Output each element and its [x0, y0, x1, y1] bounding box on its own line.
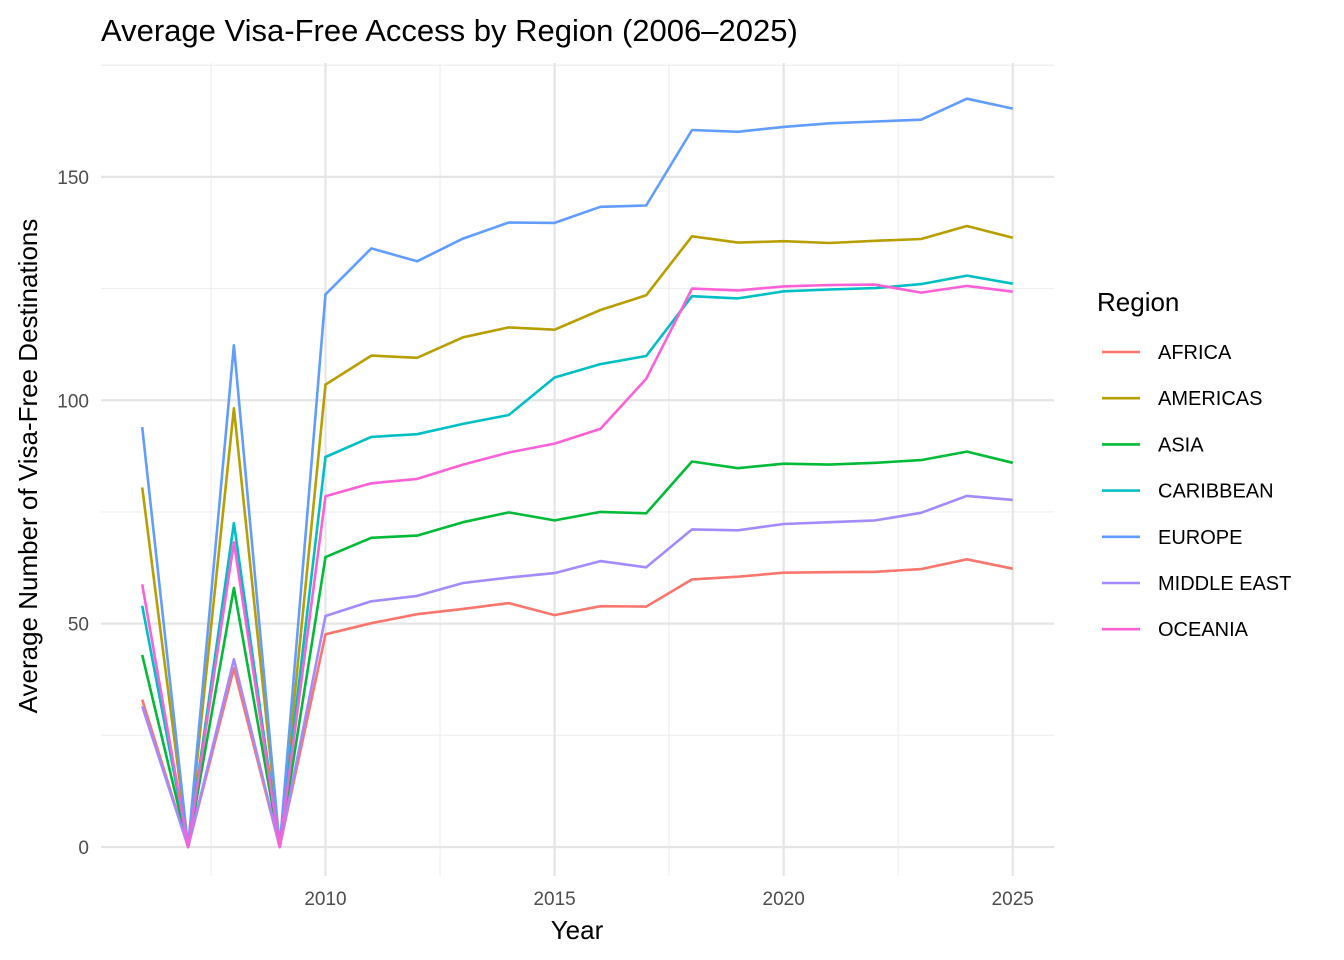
legend: Region AFRICA AMERICAS ASIA CARIBBEAN EUROPE…	[1097, 287, 1291, 641]
series-line-europe	[140, 97, 1014, 849]
x-tick-label: 2020	[763, 889, 805, 910]
series-lines	[140, 97, 1014, 849]
x-axis-title: Year	[551, 915, 604, 945]
legend-label-africa: AFRICA	[1158, 342, 1232, 364]
legend-title: Region	[1097, 287, 1179, 317]
x-tick-label: 2015	[533, 889, 575, 910]
x-tick-label: 2025	[992, 889, 1034, 910]
y-tick-label: 50	[68, 615, 89, 636]
y-tick-label: 0	[78, 838, 89, 859]
legend-label-asia: ASIA	[1158, 434, 1204, 456]
y-axis-title: Average Number of Visa-Free Destinations	[13, 219, 43, 714]
legend-label-europe: EUROPE	[1158, 527, 1242, 549]
legend-label-oceania: OCEANIA	[1158, 619, 1249, 641]
y-tick-label: 100	[57, 391, 89, 412]
legend-label-middle-east: MIDDLE EAST	[1158, 573, 1291, 595]
grid	[101, 63, 1054, 876]
y-axis-ticks: 0 50 100 150	[57, 168, 89, 859]
series-line-middle-east	[140, 494, 1013, 849]
series-line-americas	[140, 224, 1014, 849]
legend-label-americas: AMERICAS	[1158, 388, 1262, 410]
series-line-asia	[140, 450, 1014, 849]
series-line-oceania	[140, 283, 1013, 849]
y-tick-label: 150	[57, 168, 89, 189]
x-tick-label: 2010	[304, 889, 346, 910]
legend-label-caribbean: CARIBBEAN	[1158, 481, 1274, 503]
x-axis-ticks: 2010 2015 2020 2025	[304, 889, 1034, 910]
chart-title: Average Visa-Free Access by Region (2006…	[101, 13, 798, 48]
